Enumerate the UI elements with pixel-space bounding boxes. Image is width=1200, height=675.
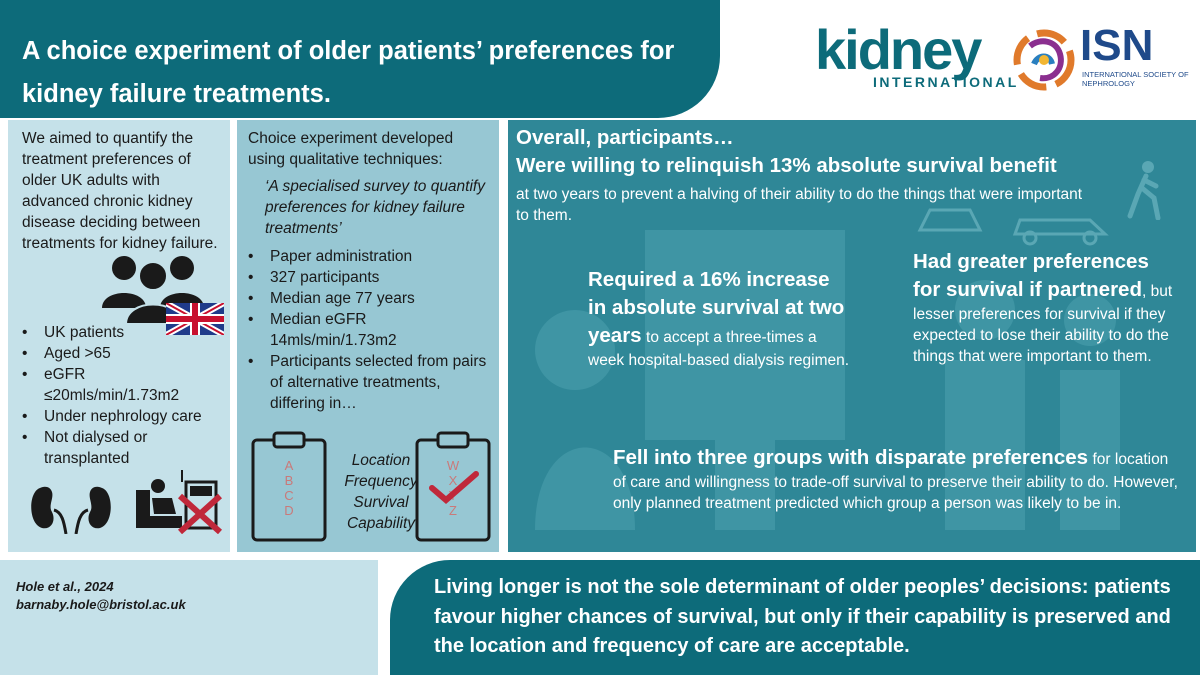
attributes-list: Location Frequency Survival Capability [340,450,422,534]
citation: Hole et al., 2024 barnaby.hole@bristol.a… [16,578,186,614]
aims-text: We aimed to quantify the treatment prefe… [22,130,218,252]
logo-subtitle: INTERNATIONAL [873,74,1019,90]
methods-intro: Choice experiment developed using qualit… [248,130,454,168]
kidneys-icon [31,486,111,534]
finding-4-headline: Fell into three groups with disparate pr… [613,446,1089,469]
conclusion-banner [390,560,1200,675]
citation-reference: Hole et al., 2024 [16,579,114,594]
background-illustration [535,208,1120,530]
finding-3-headline: Had greater preferences for survival if … [913,250,1149,301]
clipboard-icon [415,431,491,542]
results-heading: Overall, participants… [516,126,734,149]
header-banner [0,0,720,118]
finding-1-headline: Were willing to relinquish 13% absolute … [516,154,1057,177]
logo-word: kidney [815,18,982,81]
clipboard-letters-left: A B C D [250,458,328,518]
finding-3-text: , but lesser preferences for survival if… [913,283,1173,365]
finding-4-text: for location of care and willingness to … [613,451,1178,512]
dialysis-chair-icon [136,470,223,534]
list-item: eGFR ≤20mls/min/1.73m2 [22,364,204,406]
list-item: Aged >65 [22,343,232,364]
option-letter: D [284,503,294,518]
checkmark-icon [429,471,479,504]
attribute-label: Location [351,452,411,469]
list-item: Paper administration [248,246,496,267]
list-item: Participants selected from pairs of alte… [248,351,496,414]
list-item: Median age 77 years [248,288,496,309]
list-item: 327 participants [248,267,496,288]
list-item: UK patients [22,322,232,343]
kidney-international-logo: kidney INTERNATIONAL [815,18,1019,91]
list-item: Under nephrology care [22,406,232,427]
isn-logo-subtitle: INTERNATIONAL SOCIETY OF NEPHROLOGY [1082,70,1189,88]
isn-logo-word: ISN [1080,21,1154,70]
option-letter: B [284,473,294,488]
cross-icon [177,493,223,534]
option-letter: A [284,458,294,473]
list-item: Not dialysed or transplanted [22,427,194,469]
citation-panel [0,560,378,675]
clipboard-icon [251,431,327,542]
option-letter: Z [449,503,457,518]
option-letter: C [284,488,294,503]
finding-1-text: at two years to prevent a halving of the… [516,186,1083,224]
finding-2-text: to accept a three-times a week hospital-… [588,329,850,369]
attribute-label: Survival [353,494,409,511]
attribute-label: Capability [346,515,416,532]
page-title: A choice experiment of older patients’ p… [22,37,675,108]
methods-list: Paper administration 327 participants Me… [248,246,496,414]
contact-email[interactable]: barnaby.hole@bristol.ac.uk [16,597,186,612]
conclusion-text: Living longer is not the sole determinan… [434,576,1171,657]
survey-quote: ‘A specialised survey to quantify prefer… [265,178,485,237]
attribute-label: Frequency [344,473,418,490]
finding-3: Had greater preferences for survival if … [913,248,1181,367]
walking-person-icon [1127,161,1161,220]
option-letter: X [448,473,458,488]
finding-2-headline: Required a 16% increase in absolute surv… [588,268,845,347]
finding-4: Fell into three groups with disparate pr… [613,444,1178,514]
finding-2: Required a 16% increase in absolute surv… [588,266,850,371]
inclusion-criteria-list: UK patients Aged >65 eGFR ≤20mls/min/1.7… [22,322,232,469]
list-item: Median eGFR 14mls/min/1.73m2 [248,309,440,351]
isn-globe-icon [1013,29,1075,91]
option-letter: W [446,458,460,473]
